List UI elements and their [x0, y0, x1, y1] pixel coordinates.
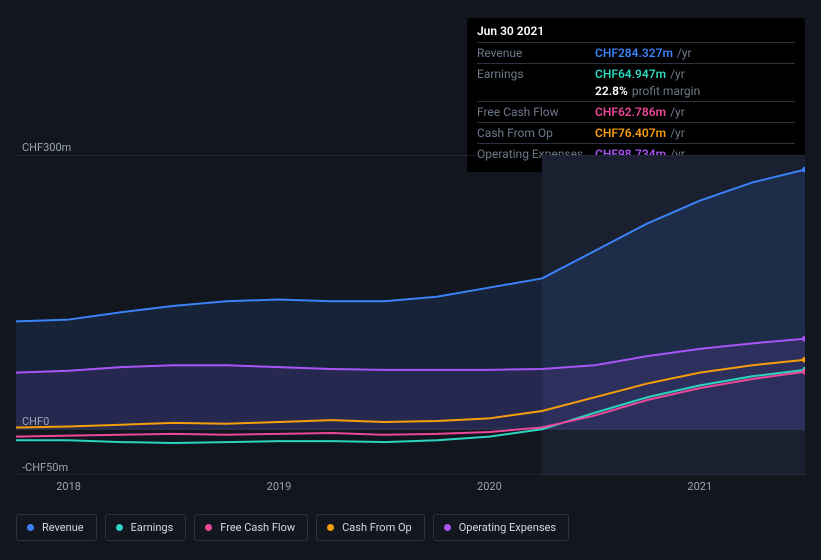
legend-label: Cash From Op [342, 521, 412, 534]
x-axis-label: 2019 [267, 480, 292, 493]
tooltip-value: CHF62.786m [595, 105, 666, 119]
legend-item[interactable]: Free Cash Flow [194, 514, 308, 541]
legend-item[interactable]: Operating Expenses [433, 514, 569, 541]
tooltip-sub-value: 22.8% [595, 84, 628, 98]
legend-dot-icon [444, 524, 451, 531]
y-axis-label: -CHF50m [22, 461, 68, 474]
tooltip-row: EarningsCHF64.947m/yr [477, 63, 795, 84]
y-axis-label: CHF0 [22, 415, 49, 428]
legend-item[interactable]: Revenue [16, 514, 97, 541]
x-axis-label: 2018 [56, 480, 81, 493]
legend: Revenue Earnings Free Cash Flow Cash From O… [16, 514, 569, 541]
tooltip-unit: /yr [670, 67, 685, 81]
tooltip-row: Cash From OpCHF76.407m/yr [477, 122, 795, 143]
tooltip-sub-text: profit margin [632, 84, 700, 98]
legend-dot-icon [205, 524, 212, 531]
tooltip-label: Earnings [477, 67, 595, 81]
legend-label: Free Cash Flow [220, 521, 295, 534]
x-axis-label: 2020 [477, 480, 502, 493]
tooltip-value: CHF284.327m [595, 46, 673, 60]
legend-label: Earnings [131, 521, 174, 534]
line-chart[interactable] [16, 155, 805, 475]
tooltip-label: Revenue [477, 46, 595, 60]
legend-label: Revenue [42, 521, 84, 534]
tooltip-label: Cash From Op [477, 126, 595, 140]
tooltip-value: CHF64.947m [595, 67, 666, 81]
legend-dot-icon [116, 524, 123, 531]
tooltip-subrow: 22.8% profit margin [477, 84, 795, 101]
tooltip-value: CHF76.407m [595, 126, 666, 140]
tooltip-label: Free Cash Flow [477, 105, 595, 119]
tooltip-date: Jun 30 2021 [477, 24, 795, 42]
legend-item[interactable]: Earnings [105, 514, 187, 541]
tooltip-unit: /yr [670, 126, 685, 140]
legend-item[interactable]: Cash From Op [316, 514, 425, 541]
legend-label: Operating Expenses [459, 521, 556, 534]
y-axis-label: CHF300m [22, 141, 71, 154]
legend-dot-icon [27, 524, 34, 531]
tooltip-row: Free Cash FlowCHF62.786m/yr [477, 101, 795, 122]
tooltip-unit: /yr [670, 105, 685, 119]
tooltip-unit: /yr [677, 46, 692, 60]
tooltip-panel: Jun 30 2021 RevenueCHF284.327m/yrEarning… [467, 18, 805, 172]
x-axis-label: 2021 [687, 480, 712, 493]
legend-dot-icon [327, 524, 334, 531]
chart-area: CHF300mCHF0-CHF50m [16, 155, 805, 475]
tooltip-row: RevenueCHF284.327m/yr [477, 42, 795, 63]
